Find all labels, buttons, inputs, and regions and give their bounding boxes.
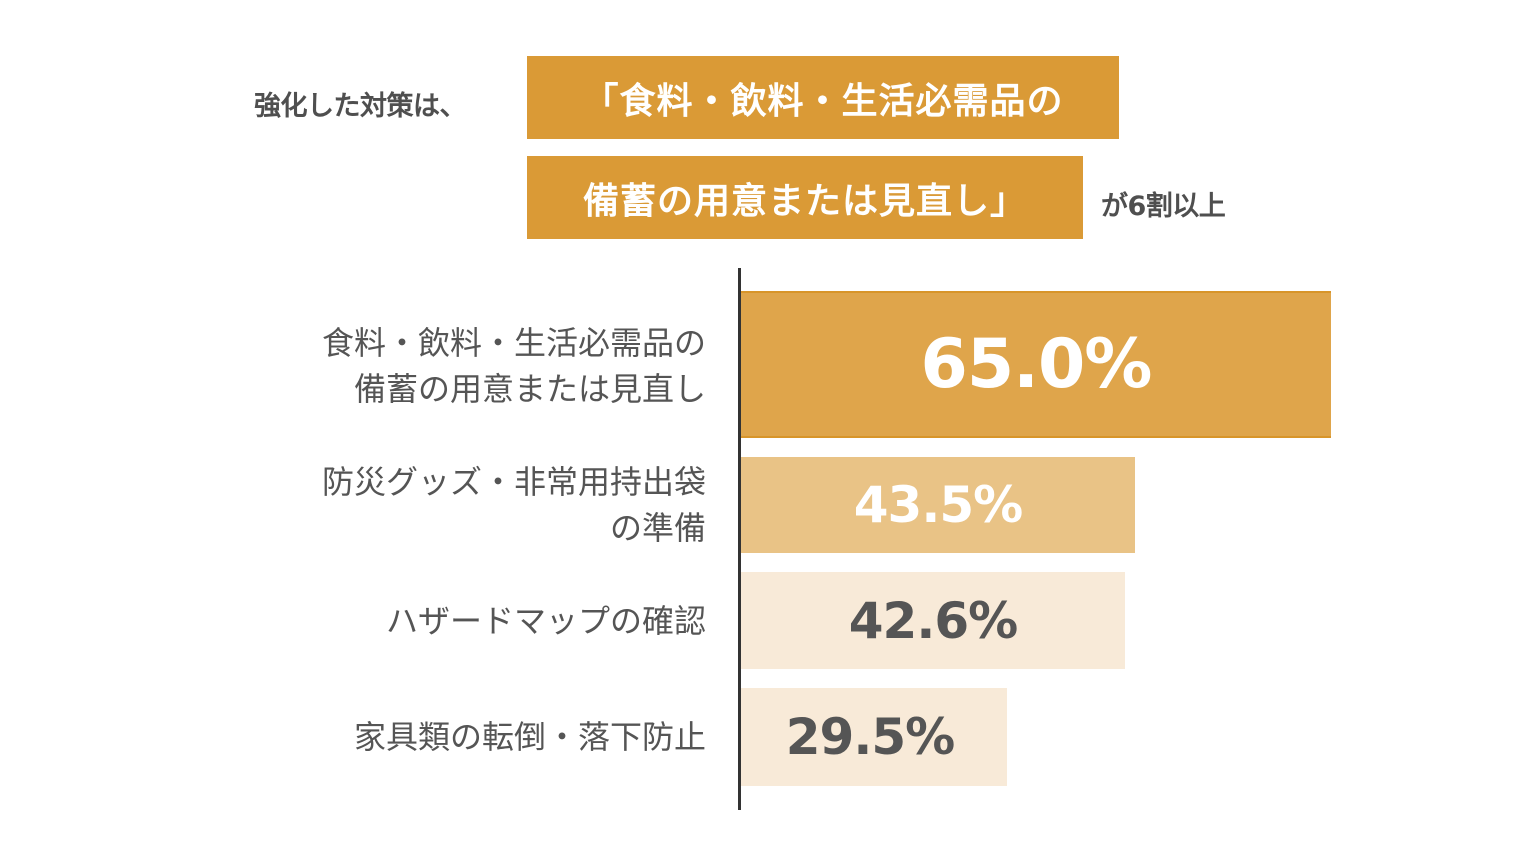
label-line: 防災グッズ・非常用持出袋 <box>321 463 706 501</box>
bar-emergency-kit: 43.5% <box>741 457 1135 553</box>
headline-prefix: 強化した対策は、 <box>254 91 467 122</box>
label-line: ハザードマップの確認 <box>385 602 706 640</box>
value-label: 29.5% <box>785 708 955 766</box>
category-label-hazard-map: ハザードマップの確認 <box>386 598 706 644</box>
value-label: 65.0% <box>920 325 1153 404</box>
value-label: 43.5% <box>853 476 1023 534</box>
bar-hazard-map: 42.6% <box>741 572 1125 669</box>
label-line: の準備 <box>609 509 706 547</box>
bar-food-stockpile: 65.0% <box>741 291 1331 438</box>
headline-suffix: が6割以上 <box>1101 191 1226 222</box>
label-line: 食料・飲料・生活必需品の <box>321 324 706 362</box>
label-line: 家具類の転倒・落下防止 <box>353 718 706 756</box>
label-line: 備蓄の用意または見直し <box>353 370 706 408</box>
value-label: 42.6% <box>848 591 1018 650</box>
category-label-furniture: 家具類の転倒・落下防止 <box>354 714 706 760</box>
y-axis-line <box>738 268 741 810</box>
headline-highlight-line1: 「食料・飲料・生活必需品の <box>527 56 1119 139</box>
category-label-emergency-kit: 防災グッズ・非常用持出袋 の準備 <box>322 459 706 551</box>
bar-furniture: 29.5% <box>741 688 1007 786</box>
category-label-food-stockpile: 食料・飲料・生活必需品の 備蓄の用意または見直し <box>322 320 706 412</box>
headline-highlight-line2: 備蓄の用意または見直し」 <box>527 156 1083 239</box>
